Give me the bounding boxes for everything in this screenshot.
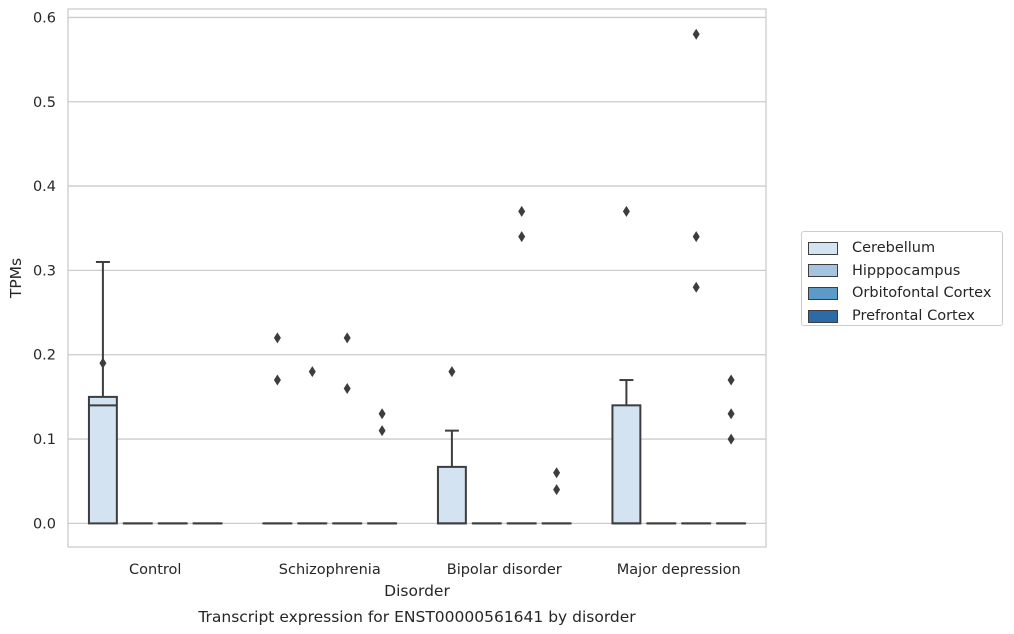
outlier-point <box>622 205 630 217</box>
x-tick-label: Bipolar disorder <box>447 562 562 578</box>
y-tick-label: 0.3 <box>33 263 56 279</box>
outlier-point <box>273 332 281 344</box>
outlier-point <box>553 484 561 496</box>
legend-item: Hipppocampus <box>808 260 994 283</box>
outlier-point <box>692 231 700 243</box>
x-tick-label: Control <box>129 562 181 578</box>
y-axis-label: TPMs <box>7 258 25 299</box>
y-tick-label: 0.4 <box>33 179 56 195</box>
x-tick-labels: Control Schizophrenia Bipolar disorder Majo… <box>129 562 741 578</box>
outlier-point <box>343 332 351 344</box>
outlier-point <box>518 205 526 217</box>
legend-label: Cerebellum <box>852 240 936 257</box>
outlier-point <box>727 433 735 445</box>
outlier-point <box>727 408 735 420</box>
outlier-point <box>518 231 526 243</box>
outlier-point <box>692 28 700 40</box>
chart-title: Transcript expression for ENST0000056164… <box>197 608 636 626</box>
box-cerebellum <box>611 404 642 525</box>
outlier-point <box>727 374 735 386</box>
outlier-point <box>343 382 351 394</box>
plot-frame <box>67 8 767 548</box>
outlier-point <box>273 374 281 386</box>
outlier-point <box>378 425 386 437</box>
box-cerebellum <box>87 395 118 525</box>
legend-item: Prefrontal Cortex <box>808 305 994 328</box>
x-tick-label: Major depression <box>617 562 741 578</box>
y-tick-label: 0.0 <box>33 516 56 532</box>
y-tick-label: 0.2 <box>33 348 56 364</box>
x-axis-label: Disorder <box>384 582 450 600</box>
legend-label: Orbitofontal Cortex <box>852 285 992 302</box>
outliers <box>99 28 735 496</box>
outlier-point <box>553 467 561 479</box>
legend-label: Prefrontal Cortex <box>852 308 975 325</box>
y-tick-label: 0.1 <box>33 432 56 448</box>
boxes <box>87 260 747 525</box>
y-tick-labels: 0.0 0.1 0.2 0.3 0.4 0.5 0.6 <box>33 10 56 532</box>
outlier-point <box>99 357 107 369</box>
outlier-point <box>308 366 316 378</box>
legend-label: Hipppocampus <box>852 262 961 279</box>
outlier-point <box>378 408 386 420</box>
legend-item: Orbitofontal Cortex <box>808 282 994 305</box>
plot-background <box>68 9 766 547</box>
outlier-point <box>448 366 456 378</box>
legend-swatch <box>808 241 838 255</box>
legend-item: Cerebellum <box>808 237 994 260</box>
legend-swatch <box>808 309 838 323</box>
y-tick-label: 0.5 <box>33 95 56 111</box>
y-tick-label: 0.6 <box>33 10 56 26</box>
legend-swatch <box>808 286 838 300</box>
box-cerebellum <box>436 465 467 525</box>
legend-swatch <box>808 264 838 278</box>
outlier-point <box>692 281 700 293</box>
legend: Cerebellum Hipppocampus Orbitofontal Corte… <box>801 231 1003 326</box>
x-tick-label: Schizophrenia <box>279 562 381 578</box>
